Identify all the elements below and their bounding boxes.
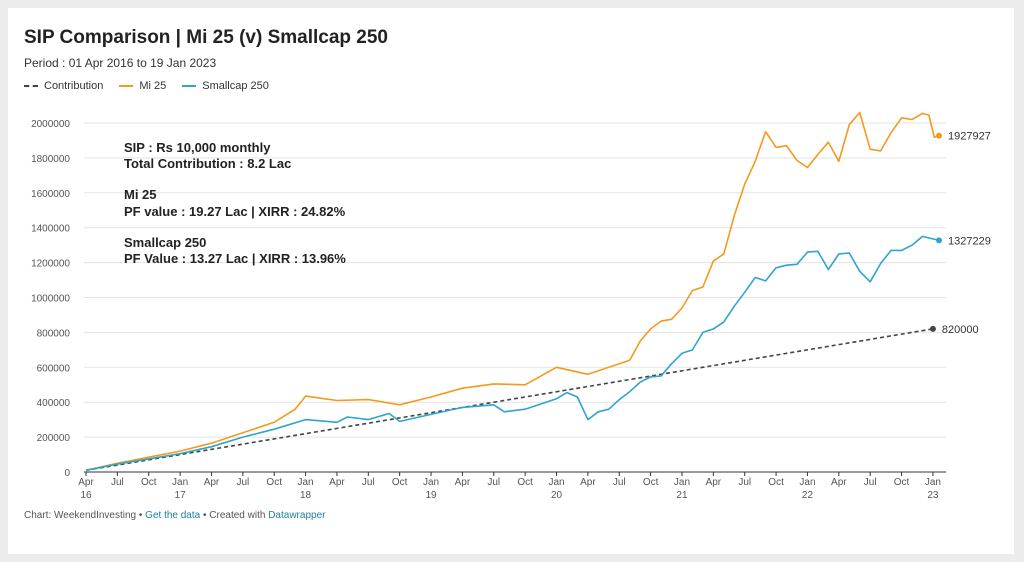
y-tick-label: 800000 [37, 328, 71, 339]
x-tick-label: Jul [362, 477, 375, 488]
x-tick-label: Jul [738, 477, 751, 488]
annotation-mi25-value: PF value : 19.27 Lac | XIRR : 24.82% [124, 204, 346, 219]
x-tick-label: Jul [111, 477, 124, 488]
legend: Contribution Mi 25 Smallcap 250 [24, 80, 269, 92]
x-tick-label: Jan [925, 477, 941, 488]
annotation-contribution: Total Contribution : 8.2 Lac [124, 156, 291, 171]
x-tick-label: Oct [141, 477, 157, 488]
footer-created-with: • Created with [200, 510, 269, 521]
x-tick-label: Jan [298, 477, 314, 488]
mi25-end-point [936, 132, 942, 139]
x-tick-label: Jan [423, 477, 439, 488]
y-tick-label: 2000000 [31, 119, 70, 130]
x-tick-label: Apr [329, 477, 345, 488]
x-tick-label: Jul [236, 477, 249, 488]
x-tick-year-label: 21 [676, 490, 688, 501]
contribution-line [85, 328, 934, 472]
y-tick-label: 1200000 [31, 259, 70, 270]
x-tick-label: Apr [706, 477, 722, 488]
x-tick-label: Apr [455, 477, 471, 488]
x-tick-year-label: 17 [175, 490, 187, 501]
x-tick-label: Oct [392, 477, 408, 488]
chart-subtitle: Period : 01 Apr 2016 to 19 Jan 2023 [24, 56, 217, 70]
x-tick-year-label: 20 [551, 490, 563, 501]
x-tick-label: Oct [266, 477, 282, 488]
gridlines [84, 122, 946, 473]
x-tick-year-label: 22 [802, 490, 814, 501]
legend-swatch-mi25 [119, 85, 134, 87]
legend-swatch-contribution [24, 85, 38, 87]
footer-source: Chart: WeekendInvesting • [24, 510, 146, 521]
legend-label-mi25: Mi 25 [139, 80, 167, 92]
series-lines: 820000 1927927 1327229 [85, 111, 991, 472]
y-tick-label: 1600000 [31, 189, 70, 200]
legend-item-mi25: Mi 25 [119, 80, 166, 92]
x-tick-label: Oct [768, 477, 784, 488]
legend-label-smallcap: Smallcap 250 [202, 80, 269, 92]
legend-item-contribution: Contribution [24, 80, 103, 92]
annotation-mi25-title: Mi 25 [124, 187, 157, 202]
x-tick-label: Jul [613, 477, 626, 488]
smallcap-line [85, 235, 940, 472]
x-tick-label: Jan [548, 477, 564, 488]
x-tick-label: Apr [831, 477, 847, 488]
annotation-smallcap-value: PF Value : 13.27 Lac | XIRR : 13.96% [124, 251, 346, 266]
y-tick-label: 400000 [37, 398, 71, 409]
chart-title: SIP Comparison | Mi 25 (v) Smallcap 250 [24, 27, 388, 48]
x-axis: Apr 16 Jul Oct Jan 17 Apr Jul Oct Jan 18 Apr Jul Oct J… [78, 472, 941, 501]
annotations: SIP : Rs 10,000 monthly Total Contributi… [124, 140, 346, 266]
y-tick-label: 1000000 [31, 294, 70, 305]
contribution-end-point [929, 325, 936, 332]
x-tick-label: Apr [580, 477, 596, 488]
contribution-end-label: 820000 [942, 324, 979, 336]
x-tick-label: Oct [643, 477, 659, 488]
smallcap-end-label: 1327229 [948, 235, 991, 247]
x-tick-label: Jul [864, 477, 877, 488]
annotation-sip: SIP : Rs 10,000 monthly [124, 140, 271, 155]
y-tick-label: 200000 [37, 433, 71, 444]
x-tick-label: Jan [799, 477, 815, 488]
annotation-smallcap-title: Smallcap 250 [124, 235, 206, 250]
x-tick-label: Apr [78, 477, 94, 488]
y-tick-label: 600000 [37, 363, 71, 374]
legend-label-contribution: Contribution [44, 80, 104, 92]
x-tick-year-label: 19 [425, 490, 437, 501]
x-tick-year-label: 18 [300, 490, 312, 501]
x-tick-label: Jan [674, 477, 690, 488]
x-tick-year-label: 23 [927, 490, 939, 501]
datawrapper-link[interactable]: Datawrapper [268, 510, 326, 521]
mi25-end-label: 1927927 [948, 131, 991, 143]
x-tick-label: Oct [517, 477, 533, 488]
get-the-data-link[interactable]: Get the data [145, 510, 201, 521]
y-tick-label: 1400000 [31, 224, 70, 235]
x-tick-label: Apr [204, 477, 220, 488]
legend-item-smallcap: Smallcap 250 [182, 80, 269, 92]
x-tick-year-label: 16 [80, 490, 92, 501]
y-axis-ticks: 0 200000 400000 600000 800000 1000000 1200000 1… [31, 119, 70, 479]
smallcap-end-point [936, 237, 942, 244]
legend-swatch-smallcap [182, 85, 197, 87]
y-tick-label: 1800000 [31, 154, 70, 165]
mi25-line [85, 111, 940, 472]
chart-footer: Chart: WeekendInvesting • Get the data •… [24, 510, 325, 521]
x-tick-label: Jan [172, 477, 188, 488]
x-tick-label: Jul [487, 477, 500, 488]
y-tick-label: 0 [64, 468, 70, 479]
x-tick-label: Oct [894, 477, 910, 488]
chart-card [8, 8, 1014, 554]
